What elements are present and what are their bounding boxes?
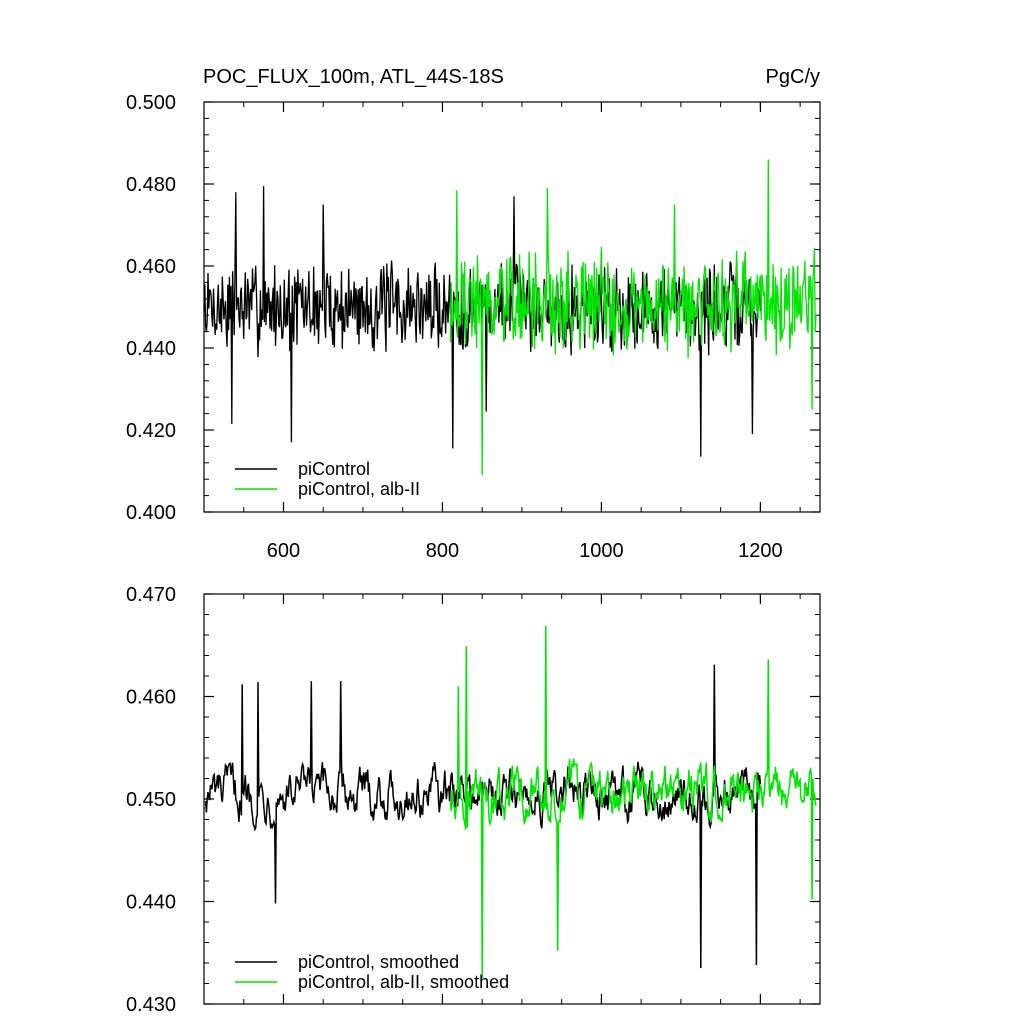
y-tick-label: 0.420 <box>126 420 176 442</box>
x-tick-label: 1000 <box>579 540 624 562</box>
bottom-legend: piControl, smoothed piControl, alb-II, s… <box>235 952 509 992</box>
y-tick-label: 0.480 <box>126 174 176 196</box>
x-tick-label: 1200 <box>738 540 783 562</box>
y-tick-label: 0.450 <box>126 789 176 811</box>
bottom-series-lines <box>204 625 817 979</box>
series-line-picontrol-alb-ii <box>449 159 817 476</box>
units-label: PgC/y <box>766 66 820 88</box>
legend-label-picontrol-alb-ii: piControl, alb-II <box>298 479 420 499</box>
y-tick-label: 0.460 <box>126 687 176 709</box>
x-tick-label: 800 <box>426 540 459 562</box>
bottom-axis-ticks: 0.430 0.440 0.450 0.460 0.470 <box>126 584 820 1016</box>
chart-title: POC_FLUX_100m, ATL_44S-18S <box>203 66 504 88</box>
y-tick-label: 0.440 <box>126 892 176 914</box>
top-series-lines <box>203 159 817 476</box>
y-tick-label: 0.440 <box>126 338 176 360</box>
legend-label-picontrol: piControl <box>298 459 370 479</box>
y-tick-label: 0.460 <box>126 256 176 278</box>
y-tick-label: 0.500 <box>126 92 176 114</box>
top-panel: 0.400 0.420 0.440 0.460 0.480 0.500 600 800 1000… <box>126 92 821 562</box>
bottom-panel: 0.430 0.440 0.450 0.460 0.470 piControl, smo… <box>126 584 821 1016</box>
y-tick-label: 0.430 <box>126 994 176 1016</box>
x-tick-label: 600 <box>267 540 300 562</box>
series-line-picontrol-alb-ii-smoothed <box>449 625 817 979</box>
top-legend: piControl piControl, alb-II <box>235 459 420 499</box>
top-axis-ticks: 0.400 0.420 0.440 0.460 0.480 0.500 600 800 1000… <box>126 92 820 562</box>
legend-label-picontrol-smoothed: piControl, smoothed <box>298 952 459 972</box>
y-tick-label: 0.470 <box>126 584 176 606</box>
y-tick-label: 0.400 <box>126 502 176 524</box>
legend-label-picontrol-alb-ii-smoothed: piControl, alb-II, smoothed <box>298 972 509 992</box>
